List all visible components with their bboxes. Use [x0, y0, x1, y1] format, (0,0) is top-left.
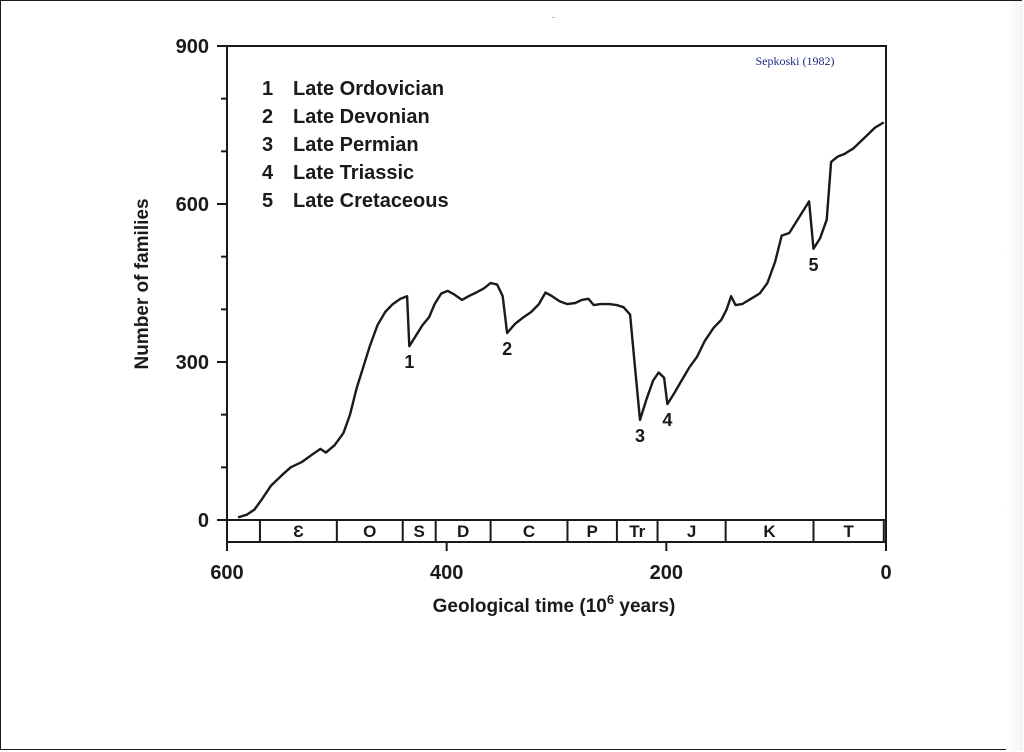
legend: 1 Late Ordovician 2 Late Devonian 3 Late Perm…	[262, 78, 449, 212]
event-label: 5	[809, 255, 819, 275]
period-label: S	[414, 522, 425, 541]
legend-label: Late Devonian	[293, 106, 430, 128]
axis-ticks	[217, 45, 887, 551]
period-label: D	[457, 522, 469, 541]
decorative-dot	[552, 17, 555, 18]
legend-number: 3	[262, 134, 273, 156]
event-label: 2	[502, 339, 512, 359]
period-label: T	[843, 522, 854, 541]
event-markers: 1 2 34 5	[404, 255, 818, 446]
legend-label: Late Triassic	[293, 162, 414, 184]
legend-number: 2	[262, 106, 273, 128]
x-tick-label: 600	[210, 562, 243, 584]
legend-number: 4	[262, 162, 274, 184]
series-layer	[237, 121, 885, 519]
event-label: 1	[404, 352, 414, 372]
legend-number: 5	[262, 190, 273, 212]
period-label: Tr	[629, 522, 645, 541]
y-tick-label: 600	[176, 194, 209, 216]
y-axis-title: Number of families	[132, 198, 153, 369]
period-label: O	[363, 522, 376, 541]
x-axis-title: Geological time (106 years)	[433, 592, 676, 617]
period-band: Ɛ O S D C P Tr J K T	[227, 519, 886, 542]
legend-number: 1	[262, 78, 273, 100]
period-label: K	[763, 522, 776, 541]
period-label: P	[587, 522, 598, 541]
event-label: 4	[662, 410, 672, 430]
tick-labels: 0 300 600 900 600 400 200 0	[176, 36, 892, 584]
y-tick-label: 0	[198, 510, 209, 532]
period-label: C	[523, 522, 535, 541]
legend-label: Late Permian	[293, 134, 419, 156]
window-edge	[1006, 1, 1023, 751]
plot-frame	[226, 45, 887, 543]
x-tick-label: 400	[430, 562, 463, 584]
period-label: J	[687, 522, 696, 541]
y-tick-label: 300	[176, 352, 209, 374]
period-label: Ɛ	[293, 522, 304, 541]
x-tick-label: 200	[650, 562, 683, 584]
legend-label: Late Ordovician	[293, 78, 444, 100]
y-tick-label: 900	[176, 36, 209, 58]
x-tick-label: 0	[880, 562, 891, 584]
source-note: Sepkoski (1982)	[756, 54, 835, 68]
event-label: 3	[635, 426, 645, 446]
legend-label: Late Cretaceous	[293, 190, 449, 212]
series-line	[237, 121, 885, 519]
